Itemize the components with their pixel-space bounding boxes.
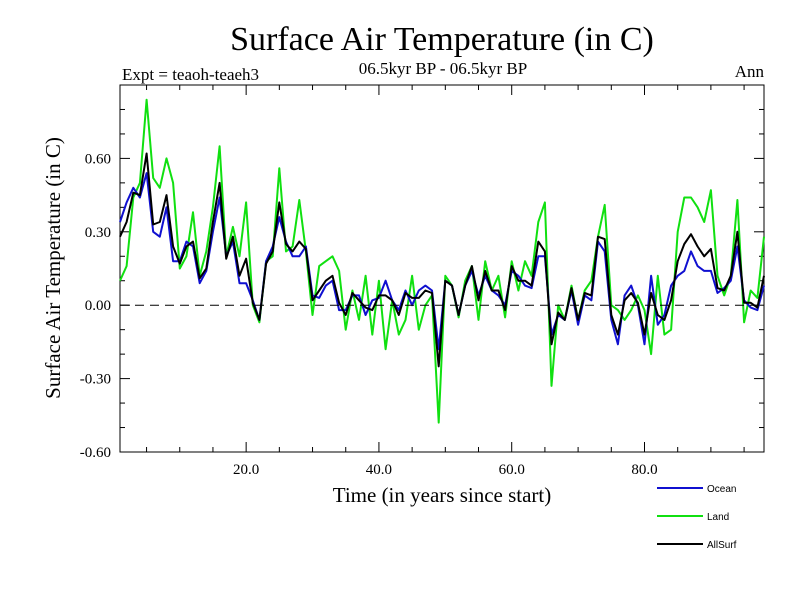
legend-label-allsurf: AllSurf xyxy=(707,540,737,551)
y-tick-label: 0.60 xyxy=(85,151,111,167)
x-tick-label: 20.0 xyxy=(233,462,259,478)
x-tick-label: 40.0 xyxy=(366,462,392,478)
chart-subtitle: 06.5kyr BP - 06.5kyr BP xyxy=(359,59,527,78)
y-tick-label: -0.60 xyxy=(80,445,111,461)
x-tick-label: 60.0 xyxy=(499,462,525,478)
y-tick-label: -0.30 xyxy=(80,372,111,388)
x-axis-label: Time (in years since start) xyxy=(333,483,552,507)
series-line-land xyxy=(119,98,765,424)
x-tick-labels: 20.0 40.0 60.0 80.0 xyxy=(233,462,658,478)
y-axis-label: Surface Air Temperature (in C) xyxy=(41,137,65,399)
y-tick-labels: -0.60 -0.30 0.00 0.30 0.60 xyxy=(80,151,111,461)
experiment-label: Expt = teaoh-teaeh3 xyxy=(122,65,259,84)
legend: Ocean Land AllSurf xyxy=(657,484,737,551)
chart-title: Surface Air Temperature (in C) xyxy=(230,21,654,58)
axis-ticks xyxy=(120,84,764,453)
legend-label-land: Land xyxy=(707,512,729,523)
plot-area xyxy=(119,84,765,453)
season-label: Ann xyxy=(735,62,765,81)
y-tick-label: 0.30 xyxy=(85,225,111,241)
y-tick-label: 0.00 xyxy=(85,298,111,314)
plot-frame xyxy=(119,84,765,453)
x-tick-label: 80.0 xyxy=(631,462,657,478)
series-lines xyxy=(119,98,765,424)
legend-label-ocean: Ocean xyxy=(707,484,736,495)
series-line-allsurf xyxy=(119,152,765,368)
